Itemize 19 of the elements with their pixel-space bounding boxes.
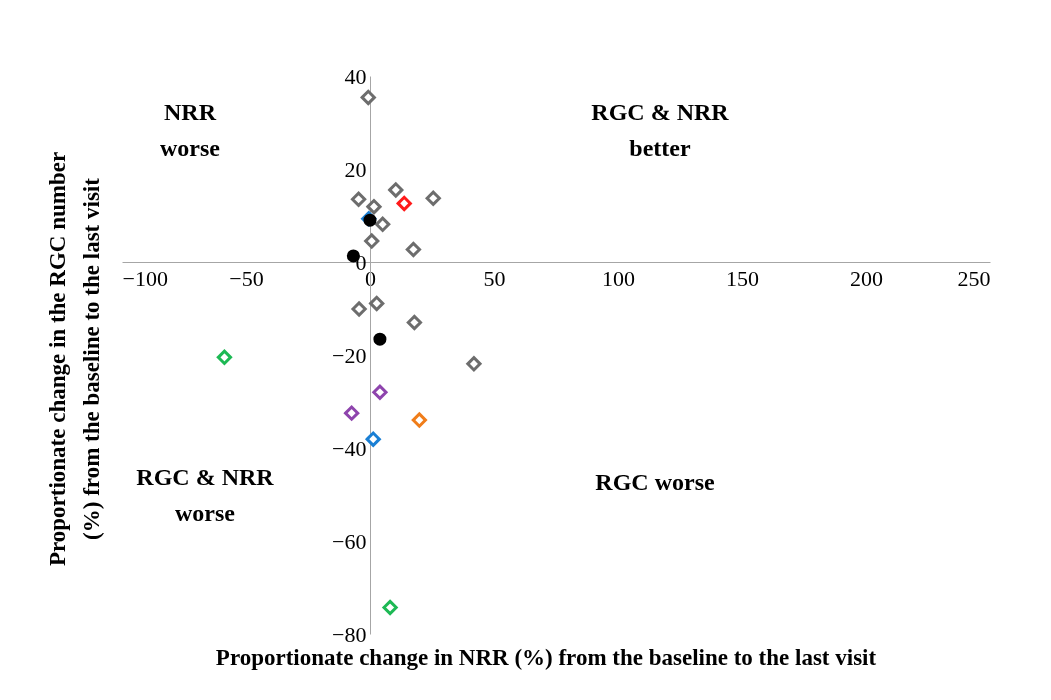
y-tick-label: 20: [344, 156, 367, 182]
annotation: RGC & NRR worse: [136, 464, 275, 526]
annotation: RGC worse: [595, 469, 715, 495]
x-tick-label: 200: [850, 265, 883, 291]
x-tick-label: 250: [957, 265, 991, 291]
y-tick-label: 40: [344, 63, 367, 89]
x-tick-label: 150: [726, 265, 759, 291]
y-tick-label: −40: [332, 435, 367, 461]
x-tick-label: 50: [483, 265, 506, 291]
y-axis-title: Proportionate change in the RGC number (%) from the baseline to the last visit: [45, 151, 104, 567]
x-tick-label: −100: [122, 265, 168, 291]
y-tick-label: −60: [332, 528, 367, 554]
x-tick-label: 100: [602, 265, 635, 291]
x-axis-title: Proportionate change in NRR (%) from the baseline to the last visit: [215, 645, 877, 670]
annotation: NRR worse: [160, 99, 221, 161]
y-tick-label: −80: [332, 621, 367, 647]
y-tick-label: −20: [332, 342, 367, 368]
x-tick-label: −50: [229, 265, 264, 291]
annotation: RGC & NRR better: [591, 99, 730, 161]
